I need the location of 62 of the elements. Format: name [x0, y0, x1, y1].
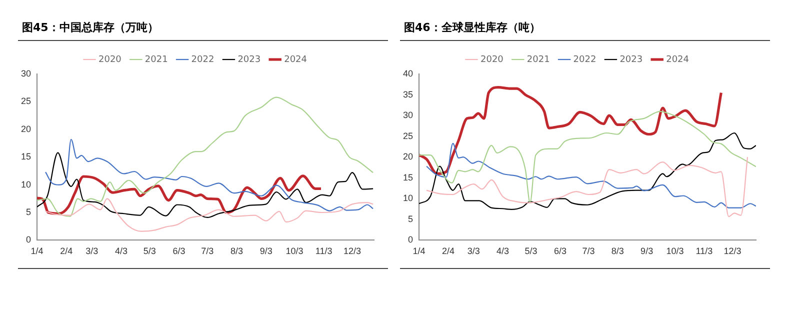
- x-tick-label: 3/3: [86, 246, 98, 256]
- y-tick-label: 40: [402, 68, 414, 78]
- line-series: [37, 152, 374, 218]
- line-series: [37, 96, 374, 217]
- chart-title: 图45：中国总库存（万吨）: [18, 18, 388, 41]
- y-tick-label: 15: [402, 172, 414, 182]
- x-tick-label: 9/3: [260, 246, 272, 256]
- x-tick-label: 11/3: [315, 246, 332, 256]
- x-tick-label: 8/3: [611, 246, 624, 256]
- y-tick-label: 10: [402, 193, 414, 204]
- legend-label: 2021: [526, 54, 550, 65]
- x-tick-label: 7/3: [201, 246, 214, 256]
- y-tick-label: 30: [20, 68, 32, 78]
- y-tick-label: 25: [20, 96, 32, 106]
- x-tick-label: 6/3: [554, 246, 566, 256]
- x-tick-label: 4/3: [496, 246, 510, 256]
- y-tick-label: 0: [26, 234, 32, 245]
- line-series: [419, 86, 722, 176]
- y-tick-label: 0: [408, 234, 414, 245]
- line-series: [37, 174, 322, 215]
- line-series: [419, 110, 756, 204]
- x-tick-label: 2/4: [442, 246, 454, 256]
- x-tick-label: 3/3: [467, 246, 480, 256]
- x-tick-label: 12/3: [343, 246, 361, 256]
- x-tick-label: 4/3: [115, 246, 128, 256]
- x-tick-label: 5/3: [143, 246, 156, 256]
- x-tick-label: 7/3: [582, 246, 595, 256]
- x-tick-label: 10/3: [666, 246, 684, 256]
- legend-label: 2021: [144, 54, 168, 65]
- x-tick-label: 2/4: [60, 246, 73, 256]
- y-tick-label: 15: [20, 152, 32, 162]
- legend-label: 2020: [98, 54, 122, 65]
- x-tick-label: 9/3: [640, 246, 654, 256]
- x-tick-label: 1/4: [412, 246, 426, 256]
- y-tick-label: 25: [402, 130, 414, 141]
- line-series: [426, 142, 756, 208]
- line-series: [419, 132, 756, 210]
- x-tick-label: 10/3: [286, 246, 304, 256]
- y-tick-label: 5: [408, 214, 414, 224]
- legend-label: 2024: [666, 54, 690, 65]
- y-tick-label: 5: [26, 206, 32, 217]
- x-tick-label: 6/3: [172, 246, 186, 256]
- legend-label: 2020: [480, 54, 504, 65]
- legend-label: 2023: [620, 54, 643, 65]
- legend-label: 2022: [191, 54, 214, 65]
- y-tick-label: 20: [402, 152, 414, 162]
- x-tick-label: 1/4: [30, 246, 44, 256]
- chart-title: 图46：全球显性库存（吨）: [400, 18, 770, 41]
- legend-label: 2024: [284, 54, 308, 65]
- y-tick-label: 20: [20, 124, 32, 134]
- x-tick-label: 5/3: [524, 246, 538, 256]
- legend-label: 2022: [573, 54, 596, 65]
- x-tick-label: 8/3: [230, 246, 243, 256]
- legend-label: 2023: [238, 54, 261, 65]
- y-tick-label: 10: [20, 179, 32, 190]
- y-tick-label: 30: [402, 110, 414, 120]
- line-series: [44, 138, 374, 212]
- line-series: [426, 156, 748, 218]
- y-tick-label: 35: [402, 89, 414, 100]
- x-tick-label: 11/3: [696, 246, 713, 256]
- line-series: [44, 198, 374, 232]
- x-tick-label: 12/3: [724, 246, 742, 256]
